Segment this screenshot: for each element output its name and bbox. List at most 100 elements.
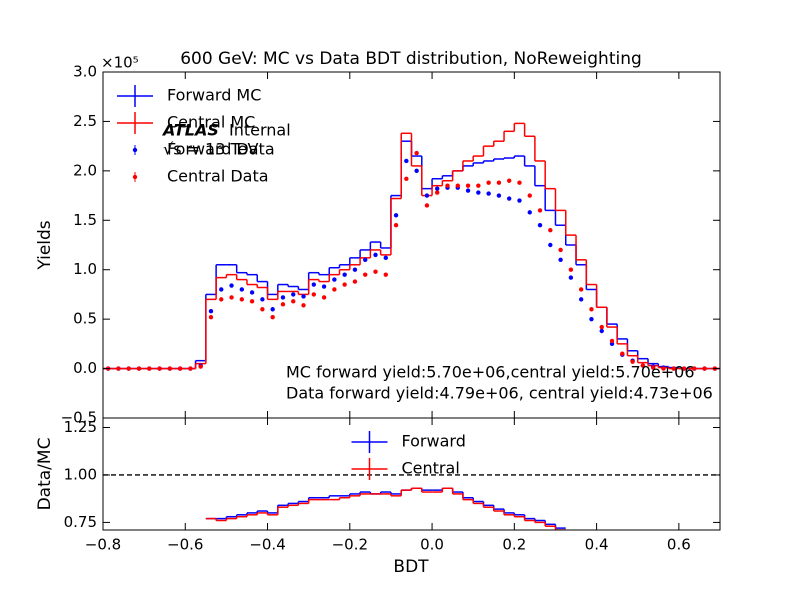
data-point [393,223,399,228]
data-point [517,180,522,185]
y-axis-label: Yields [35,220,55,270]
x-tick-label: 0.2 [502,536,526,554]
data-point [476,190,481,195]
data-point [589,307,594,312]
data-point [537,223,543,228]
data-point [630,359,635,364]
data-point [270,307,275,312]
data-point [219,287,224,292]
data-point [486,180,491,185]
data-point [599,324,604,330]
legend-label: Central [402,459,460,478]
data-point [537,208,543,213]
data-point [219,297,224,302]
annotation: Data forward yield:4.79e+06, central yie… [286,384,713,403]
data-point [692,366,697,371]
annotation: MC forward yield:5.70e+06,central yield:… [286,363,695,382]
x-tick-label: 0.4 [585,536,609,554]
x-tick-label: −0.4 [249,536,285,554]
data-point [332,277,337,282]
data-point [352,279,358,284]
y-tick-label: 2.0 [73,161,97,179]
data-point [435,190,440,195]
atlas-status: Internal [229,121,291,140]
data-point [465,188,471,193]
data-point [260,297,265,302]
data-point [373,269,378,274]
data-point [157,366,162,371]
data-point [342,272,347,277]
data-point [589,316,594,322]
data-point [147,366,152,371]
data-point [332,287,337,292]
data-point [455,183,460,188]
y-tick-label: 1.5 [73,211,97,229]
data-point [342,282,347,287]
data-point [270,314,275,320]
y-tick-label: 0.0 [73,359,97,377]
data-point [229,283,234,288]
data-point [414,168,419,174]
y-offset-label: ×10⁵ [101,54,139,72]
data-point [177,366,183,371]
data-point [301,294,306,299]
y-tick-label: 3.0 [73,63,97,81]
data-point [506,178,512,183]
energy-label: √s = 13 TeV [163,140,258,159]
data-point [445,183,450,188]
data-point [301,303,306,308]
x-tick-label: −0.8 [85,536,121,554]
data-point [136,366,142,371]
y-tick-label: 0.5 [73,310,97,328]
data-point [702,366,707,371]
data-point [548,227,553,233]
data-point [260,307,265,312]
x-axis-label: BDT [393,557,429,577]
data-point [198,364,203,369]
legend-label: Forward [402,432,466,451]
data-point [383,272,388,277]
data-point [661,366,666,371]
data-point [424,203,430,208]
data-point [599,328,604,334]
data-point [568,267,574,272]
data-point [527,210,532,215]
plot-area [103,474,720,530]
data-point [578,287,584,292]
data-point [527,193,532,198]
y-tick-label: 1.0 [73,260,97,278]
data-point [568,275,574,280]
data-point [496,180,502,185]
data-point [239,297,245,302]
chart-title: 600 GeV: MC vs Data BDT distribution, No… [180,49,642,69]
data-point [239,287,245,292]
data-point [311,292,317,297]
y-tick-label: 1.00 [64,465,97,483]
x-tick-label: −0.6 [167,536,203,554]
data-point [476,183,481,188]
x-tick-label: 0.6 [667,536,691,554]
data-point [506,196,512,201]
data-point [167,366,173,371]
data-point [249,290,255,295]
data-point [383,255,388,261]
data-point [321,295,327,300]
data-point [208,314,214,320]
data-point [650,365,656,370]
atlas-label: ATLAS [161,121,219,140]
data-point [465,183,471,188]
data-point [393,213,399,218]
data-point [249,299,255,304]
data-point [208,309,214,314]
legend-label: Forward Data [167,140,275,159]
data-point [188,366,193,371]
data-point [609,338,615,344]
y-tick-label: −0.5 [61,409,97,427]
y-axis-label: Data/MC [35,438,55,511]
data-point [404,176,409,181]
plot-area [103,122,720,371]
x-tick-label: 0.0 [420,536,444,554]
data-point [229,295,234,300]
legend-symbol [132,174,138,180]
